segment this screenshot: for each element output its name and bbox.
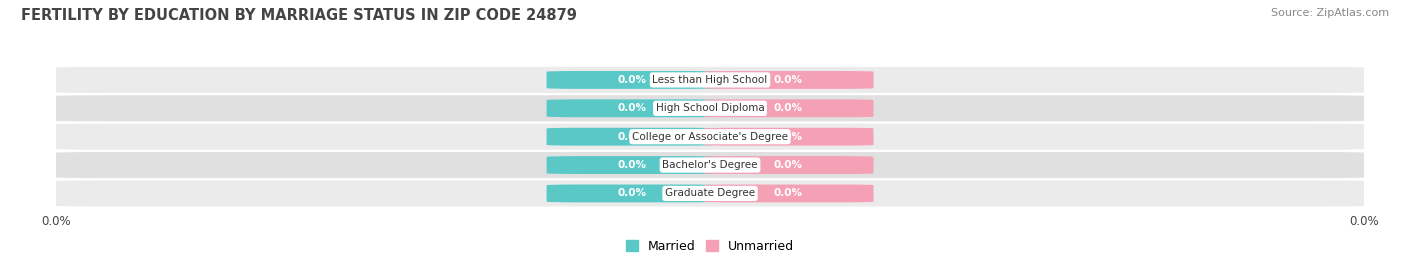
Text: College or Associate's Degree: College or Associate's Degree <box>633 132 787 142</box>
FancyBboxPatch shape <box>49 152 1371 178</box>
FancyBboxPatch shape <box>703 184 873 202</box>
FancyBboxPatch shape <box>703 156 873 174</box>
Text: Source: ZipAtlas.com: Source: ZipAtlas.com <box>1271 8 1389 18</box>
Text: 0.0%: 0.0% <box>617 160 647 170</box>
Text: High School Diploma: High School Diploma <box>655 103 765 113</box>
Text: 0.0%: 0.0% <box>773 103 803 113</box>
Text: Graduate Degree: Graduate Degree <box>665 188 755 198</box>
Text: 0.0%: 0.0% <box>617 103 647 113</box>
Text: 0.0%: 0.0% <box>617 132 647 142</box>
Text: Bachelor's Degree: Bachelor's Degree <box>662 160 758 170</box>
FancyBboxPatch shape <box>547 128 717 146</box>
FancyBboxPatch shape <box>547 184 717 202</box>
FancyBboxPatch shape <box>703 128 873 146</box>
Text: 0.0%: 0.0% <box>773 132 803 142</box>
FancyBboxPatch shape <box>49 124 1371 150</box>
FancyBboxPatch shape <box>703 99 873 117</box>
Legend: Married, Unmarried: Married, Unmarried <box>620 235 800 258</box>
FancyBboxPatch shape <box>49 95 1371 121</box>
Text: 0.0%: 0.0% <box>617 75 647 85</box>
FancyBboxPatch shape <box>49 67 1371 93</box>
Text: FERTILITY BY EDUCATION BY MARRIAGE STATUS IN ZIP CODE 24879: FERTILITY BY EDUCATION BY MARRIAGE STATU… <box>21 8 576 23</box>
Text: 0.0%: 0.0% <box>773 75 803 85</box>
FancyBboxPatch shape <box>547 71 717 89</box>
Text: 0.0%: 0.0% <box>617 188 647 198</box>
Text: Less than High School: Less than High School <box>652 75 768 85</box>
FancyBboxPatch shape <box>547 156 717 174</box>
FancyBboxPatch shape <box>49 180 1371 206</box>
FancyBboxPatch shape <box>703 71 873 89</box>
Text: 0.0%: 0.0% <box>773 188 803 198</box>
FancyBboxPatch shape <box>547 99 717 117</box>
Text: 0.0%: 0.0% <box>773 160 803 170</box>
